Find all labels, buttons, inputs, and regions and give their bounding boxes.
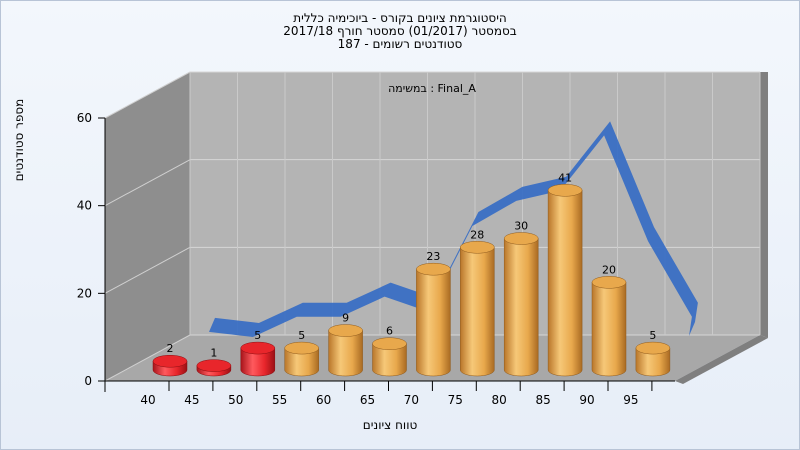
x-tick-label-10: 90 — [579, 393, 594, 407]
bar-11: 5 — [635, 329, 671, 377]
bar-8: 30 — [503, 220, 539, 377]
bar-body-4 — [328, 330, 363, 377]
bar-3: 5 — [284, 329, 319, 377]
bar-7: 28 — [460, 228, 495, 377]
bar-value-label-4: 9 — [342, 312, 349, 325]
gridline-side-3 — [104, 71, 191, 119]
bar-value-label-5: 6 — [386, 325, 393, 338]
bar-body-7 — [460, 247, 495, 377]
y-axis-label: מספר סטודנטים — [12, 98, 26, 182]
bar-top-2 — [240, 341, 276, 355]
x-tick-label-5: 65 — [360, 393, 375, 407]
bar-body-8 — [503, 238, 539, 377]
bar-body-5 — [372, 343, 407, 377]
gridline-side-1 — [104, 246, 191, 294]
y-tick-label-3: 60 — [77, 111, 92, 125]
bar-2: 5 — [240, 329, 276, 377]
gridline-side-0 — [104, 334, 191, 382]
floor-edge — [675, 335, 768, 384]
y-tick-label-2: 40 — [77, 199, 92, 213]
bar-value-label-2: 5 — [254, 329, 261, 342]
bar-top-6 — [416, 262, 451, 276]
x-tick-label-3: 55 — [272, 393, 287, 407]
bar-top-0 — [152, 354, 188, 368]
header-line-1: היסטוגרמת ציונים בקורס - ביוכימיה כללית — [293, 11, 507, 25]
bar-value-label-9: 41 — [558, 171, 572, 184]
bar-9: 41 — [547, 171, 583, 377]
bar-value-label-0: 2 — [167, 342, 174, 355]
bar-value-label-8: 30 — [514, 220, 528, 233]
bar-value-label-7: 28 — [470, 228, 484, 241]
bar-value-label-3: 5 — [298, 329, 305, 342]
bar-top-11 — [635, 341, 671, 355]
bar-1: 1 — [196, 347, 232, 377]
header-line-3: סטודנטים רשומים - 187 — [337, 37, 463, 51]
y-tick-label-0: 0 — [84, 374, 92, 388]
bar-top-3 — [284, 341, 319, 355]
header-line-2: בסמסטר (01/2017) סמסטר חורף 2017/18 — [283, 24, 517, 38]
bar-body-10 — [591, 282, 627, 377]
bar-body-6 — [416, 268, 451, 377]
x-tick-label-7: 75 — [448, 393, 463, 407]
bar-body-9 — [547, 190, 583, 377]
bar-value-label-11: 5 — [649, 329, 656, 342]
x-tick-label-6: 70 — [404, 393, 419, 407]
bar-4: 9 — [328, 312, 363, 377]
bar-body-2 — [240, 347, 276, 377]
bar-value-label-10: 20 — [602, 263, 616, 276]
x-tick-label-4: 60 — [316, 393, 331, 407]
bar-top-8 — [503, 232, 539, 245]
bar-top-9 — [547, 184, 583, 197]
bar-top-4 — [328, 324, 363, 337]
bar-top-5 — [372, 337, 407, 350]
x-tick-label-9: 85 — [535, 393, 550, 407]
bar-value-label-1: 1 — [210, 347, 217, 360]
bar-top-10 — [591, 276, 627, 289]
bar-value-label-6: 23 — [426, 250, 440, 263]
bars: 2 1 5 5 9 6 23 28 30 41 20 5 — [152, 171, 671, 377]
right-depth — [760, 72, 768, 338]
bar-body-11 — [635, 347, 671, 377]
bar-5: 6 — [372, 325, 407, 377]
bar-0: 2 — [152, 342, 188, 377]
x-tick-label-1: 45 — [184, 393, 199, 407]
bar-10: 20 — [591, 263, 627, 377]
x-tick-label-0: 40 — [140, 393, 155, 407]
bar-body-3 — [284, 347, 319, 377]
chart-header: היסטוגרמת ציונים בקורס - ביוכימיה כללית … — [0, 12, 800, 51]
x-tick-label-2: 50 — [228, 393, 243, 407]
y-tick-label-1: 20 — [77, 286, 92, 300]
bar-6: 23 — [416, 250, 451, 377]
x-tick-label-11: 95 — [623, 393, 638, 407]
bar-top-7 — [460, 241, 495, 254]
chart-subtitle: במשימה : Final_A — [388, 82, 476, 95]
x-tick-label-8: 80 — [492, 393, 507, 407]
bar-top-1 — [196, 359, 232, 372]
gridline-side-2 — [104, 159, 191, 207]
left-wall — [105, 72, 190, 381]
x-axis-label: טווח ציונים — [362, 418, 418, 432]
